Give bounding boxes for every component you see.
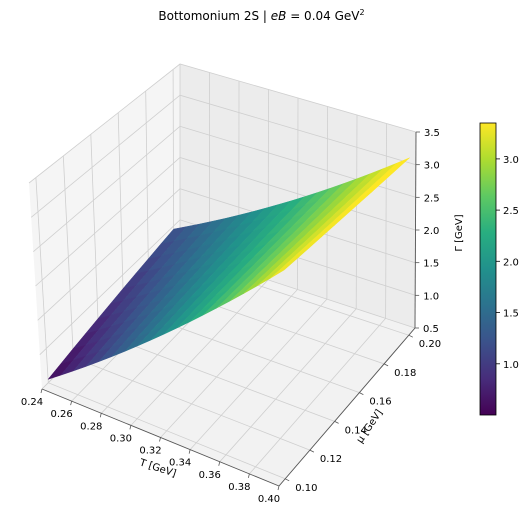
colorbar-tick-label: 1.5 xyxy=(503,309,519,320)
z-gridline xyxy=(33,125,416,253)
y-tick-mark xyxy=(334,421,339,424)
z-gridline xyxy=(30,94,416,218)
z-tick-label: 1.5 xyxy=(423,259,439,270)
y-tick-mark xyxy=(309,449,315,453)
y-tick-label: 0.14 xyxy=(345,425,367,436)
z-tick-label: 0.5 xyxy=(423,324,439,335)
x-tick-mark xyxy=(247,473,250,478)
x-tick-mark xyxy=(188,449,191,454)
y-tick-label: 0.20 xyxy=(419,339,441,350)
x-tick-label: 0.28 xyxy=(80,421,102,432)
x-tick-mark xyxy=(40,388,43,394)
title-prefix: Bottomonium 2S | xyxy=(158,9,271,23)
y-tick-mark xyxy=(383,363,389,367)
x-tick-mark xyxy=(218,461,221,466)
y-tick-label: 0.16 xyxy=(369,397,391,408)
title-eb-symbol: eB xyxy=(270,9,287,23)
x-tick-label: 0.32 xyxy=(139,446,161,457)
x-tick-mark xyxy=(129,425,132,430)
colorbar-tick-label: 2.5 xyxy=(503,206,519,217)
colorbar-tick-label: 3.0 xyxy=(503,155,519,166)
x-tick-label: 0.26 xyxy=(50,409,72,420)
z-tick-label: 2.5 xyxy=(424,193,440,204)
y-tick-label: 0.12 xyxy=(320,454,342,465)
y-tick-label: 0.10 xyxy=(295,483,317,494)
x-tick-mark xyxy=(70,401,73,406)
x-tick-mark xyxy=(159,437,161,442)
z-tick-label: 3.5 xyxy=(424,128,440,139)
z-axis-label: Γ [GeV] xyxy=(454,214,465,251)
colorbar-gradient xyxy=(479,122,497,416)
tick-labels: 0.24 0.26 0.28 0.30 0.32 0.34 0.36 0.38 0.40 0.10… xyxy=(21,128,441,505)
z-tick-label: 2.0 xyxy=(424,226,440,237)
colorbar-tick-label: 2.0 xyxy=(503,257,519,268)
chart-title: Bottomonium 2S | eB = 0.04 GeV2 xyxy=(0,8,523,23)
surface-patch xyxy=(270,258,298,279)
z-gridline xyxy=(28,63,417,184)
title-eb-value: = 0.04 GeV xyxy=(286,9,360,23)
y-axis-line xyxy=(278,327,416,487)
x-tick-label: 0.36 xyxy=(199,470,221,481)
surface-plot xyxy=(47,157,410,380)
y-tick-mark xyxy=(285,478,290,482)
y-tick-mark xyxy=(359,392,364,395)
y-tick-mark xyxy=(408,334,413,338)
x-tick-label: 0.24 xyxy=(21,397,43,408)
x-tick-label: 0.38 xyxy=(228,482,250,493)
colorbar: 1.0 1.5 2.0 2.5 3.0 xyxy=(479,122,519,416)
z-gridline xyxy=(39,219,416,355)
y-tick-label: 0.18 xyxy=(394,368,416,379)
left-pane xyxy=(29,64,180,389)
z-tick-label: 1.0 xyxy=(423,291,439,302)
x-tick-label: 0.30 xyxy=(110,433,132,444)
x-tick-mark xyxy=(99,413,102,418)
x-tick-label: 0.40 xyxy=(258,494,280,505)
z-gridline xyxy=(37,188,416,321)
colorbar-tick-label: 1.0 xyxy=(503,360,519,371)
z-tick-label: 3.0 xyxy=(424,161,440,172)
title-superscript: 2 xyxy=(359,8,365,17)
x-tick-label: 0.34 xyxy=(169,458,191,469)
x-tick-mark xyxy=(277,485,280,491)
